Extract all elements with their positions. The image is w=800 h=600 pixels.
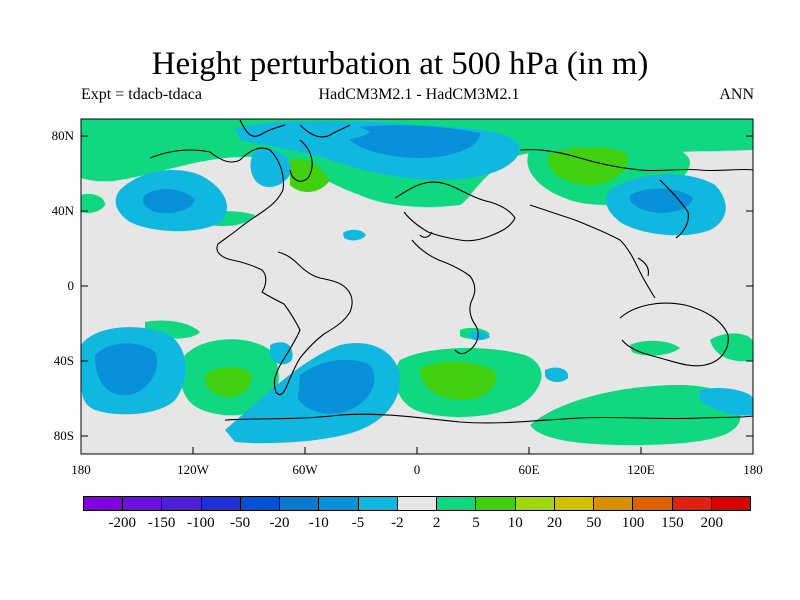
- anomaly-positive-southpac-core: [204, 367, 252, 397]
- anomaly-positive-sw-pac: [710, 333, 753, 362]
- colorbar-box: [514, 497, 554, 510]
- colorbar-box: [475, 497, 515, 510]
- colorbar-label: 200: [700, 515, 723, 531]
- lat-label-40s: 40S: [53, 353, 74, 368]
- colorbar-label: -100: [187, 515, 215, 531]
- experiment-label: Expt = tdacb-tdaca: [81, 86, 202, 103]
- colorbar-box: [200, 497, 240, 510]
- colorbar-box: [357, 497, 397, 510]
- colorbar-label: 5: [472, 515, 480, 531]
- colorbar-label: 20: [547, 515, 563, 531]
- colorbar-box: [553, 497, 594, 510]
- colorbar-box: [122, 497, 162, 510]
- colorbar-label: -5: [351, 515, 365, 531]
- colorbar-box: [84, 497, 123, 510]
- colorbar-label: -200: [108, 515, 137, 531]
- colorbar-box: [671, 497, 711, 510]
- map-title: Height perturbation at 500 hPa (in m): [151, 46, 649, 82]
- colorbar-box: [593, 497, 633, 510]
- anomaly-positive-east-ind: [630, 340, 680, 356]
- anomaly-positive-europe-mid: [547, 147, 628, 185]
- model-label: HadCM3M2.1 - HadCM3M2.1: [318, 86, 520, 103]
- colorbar-label: 2: [432, 515, 441, 531]
- contour-fields: [81, 119, 753, 445]
- anomaly-negative-s-america-tip: [270, 342, 293, 365]
- anomaly-negative-south-ocean: [545, 367, 569, 383]
- lon-label-0: 0: [413, 462, 421, 477]
- colorbar-label: -2: [391, 515, 404, 531]
- anomaly-negative-n-america: [250, 148, 291, 187]
- lat-label-40n: 40N: [51, 203, 74, 218]
- anomaly-negative-atlantic-small: [343, 229, 366, 241]
- colorbar-label: -150: [147, 515, 176, 531]
- anomaly-negative-south-africa-small: [470, 331, 490, 341]
- lat-label-80s: 80S: [53, 428, 74, 443]
- anomaly-negative-arctic-core: [350, 125, 480, 158]
- colorbar-label: 100: [621, 515, 645, 531]
- colorbar-box: [436, 497, 476, 510]
- lon-label-180e: 180: [743, 462, 763, 477]
- colorbar: [83, 496, 751, 511]
- colorbar-label: -20: [269, 515, 290, 531]
- season-label: ANN: [719, 86, 754, 103]
- anomaly-negative-nw-pac-core: [629, 188, 693, 213]
- colorbar-box: [710, 497, 750, 510]
- axis-ticks: [80, 135, 754, 454]
- anomaly-negative-siberia: [320, 125, 370, 140]
- anomaly-negative-south-atl-core: [298, 359, 375, 414]
- lon-label-60w: 60W: [292, 462, 318, 477]
- colorbar-box: [279, 497, 319, 510]
- colorbar-label: 150: [661, 515, 684, 531]
- anomaly-positive-southatl-core: [420, 361, 497, 400]
- colorbar-box: [318, 497, 358, 510]
- colorbar-label: -50: [230, 515, 251, 531]
- colorbar-box: [632, 497, 672, 510]
- colorbar-label: 10: [507, 515, 523, 531]
- colorbar-box: [396, 497, 437, 510]
- lon-label-180w: 180: [71, 462, 91, 477]
- lat-label-0: 0: [67, 278, 75, 293]
- colorbar-box: [161, 497, 201, 510]
- colorbar-label: 50: [586, 515, 602, 531]
- coastlines: [149, 119, 753, 424]
- colorbar-box: [239, 497, 280, 510]
- colorbar-label: -10: [308, 515, 329, 531]
- anomaly-positive-subtropic-w: [81, 194, 105, 213]
- anomaly-negative-south-ocean-e: [700, 387, 753, 416]
- lon-label-120e: 120E: [627, 462, 655, 477]
- anomaly-negative-nepac-core: [143, 188, 195, 214]
- lon-label-120w: 120W: [177, 462, 209, 477]
- anomaly-negative-south-pacific-w-core: [95, 343, 158, 396]
- lon-label-60e: 60E: [518, 462, 540, 477]
- lat-label-80n: 80N: [51, 128, 74, 143]
- anomaly-positive-southind: [530, 385, 741, 445]
